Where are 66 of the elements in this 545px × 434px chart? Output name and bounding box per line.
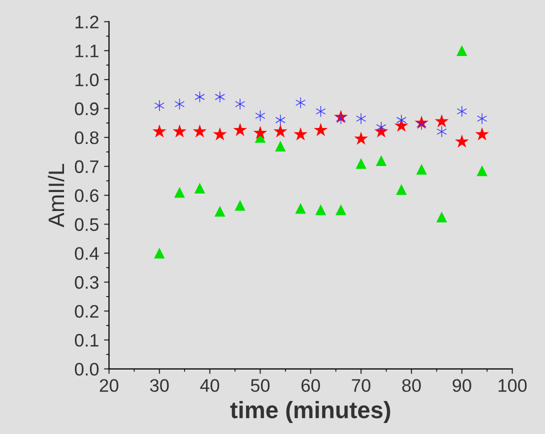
point (215, 92, 225, 102)
point (154, 248, 165, 259)
x-tick-label: 40 (200, 379, 220, 392)
point (315, 204, 326, 216)
point (295, 202, 306, 214)
point (477, 113, 487, 124)
point (234, 200, 246, 211)
point (475, 127, 489, 140)
point (314, 122, 328, 136)
point (354, 132, 368, 145)
x-tick-label: 60 (302, 379, 320, 392)
point (416, 119, 426, 130)
y-tick-label: 0.8 (74, 131, 98, 144)
point (154, 100, 164, 111)
y-tick-label: 0.6 (74, 189, 98, 202)
point (394, 118, 408, 132)
point (273, 124, 288, 138)
point (454, 134, 469, 148)
y-tick-label: 0.0 (74, 362, 99, 376)
point (456, 45, 468, 56)
x-tick-label: 70 (352, 379, 370, 392)
point (172, 124, 187, 138)
point (416, 164, 427, 175)
y-tick-label: 0.2 (74, 304, 98, 318)
point (336, 113, 346, 124)
point (457, 106, 467, 117)
point (253, 126, 268, 139)
y-tick-label: 0.7 (74, 160, 98, 174)
point (275, 140, 286, 152)
point (194, 182, 206, 194)
y-tick-label: 0.5 (74, 218, 99, 231)
point (174, 98, 184, 110)
x-tick-label: 80 (402, 379, 421, 392)
point (214, 206, 226, 217)
y-tick-label: 1.0 (76, 74, 99, 86)
x-tick-label: 50 (250, 379, 270, 392)
point (296, 97, 306, 108)
y-tick-label: 0.1 (74, 334, 98, 347)
y-tick-label: 0.9 (74, 102, 98, 116)
point (174, 187, 185, 198)
point (192, 124, 207, 138)
point (376, 155, 387, 166)
point (476, 165, 488, 176)
x-tick-label: 30 (150, 379, 169, 392)
point (233, 122, 247, 136)
x-tick-label: 100 (498, 379, 527, 392)
y-tick-label: 1.2 (76, 16, 98, 28)
x-tick-label: 20 (100, 379, 118, 392)
point (294, 127, 308, 140)
point (276, 114, 286, 126)
point (336, 204, 346, 216)
point (212, 127, 227, 140)
point (396, 184, 407, 195)
point (152, 124, 166, 138)
y-axis-title: AmII/L (48, 164, 64, 228)
point (396, 114, 406, 126)
point (356, 158, 366, 169)
point (235, 98, 245, 110)
y-tick-label: 0.3 (74, 276, 98, 289)
point (434, 114, 449, 128)
y-tick-label: 1.1 (76, 44, 98, 58)
point (356, 113, 366, 124)
x-tick-label: 90 (452, 379, 472, 392)
y-tick-label: 0.4 (74, 247, 99, 260)
point (436, 212, 448, 222)
x-axis-title: time (minutes) (230, 401, 390, 424)
